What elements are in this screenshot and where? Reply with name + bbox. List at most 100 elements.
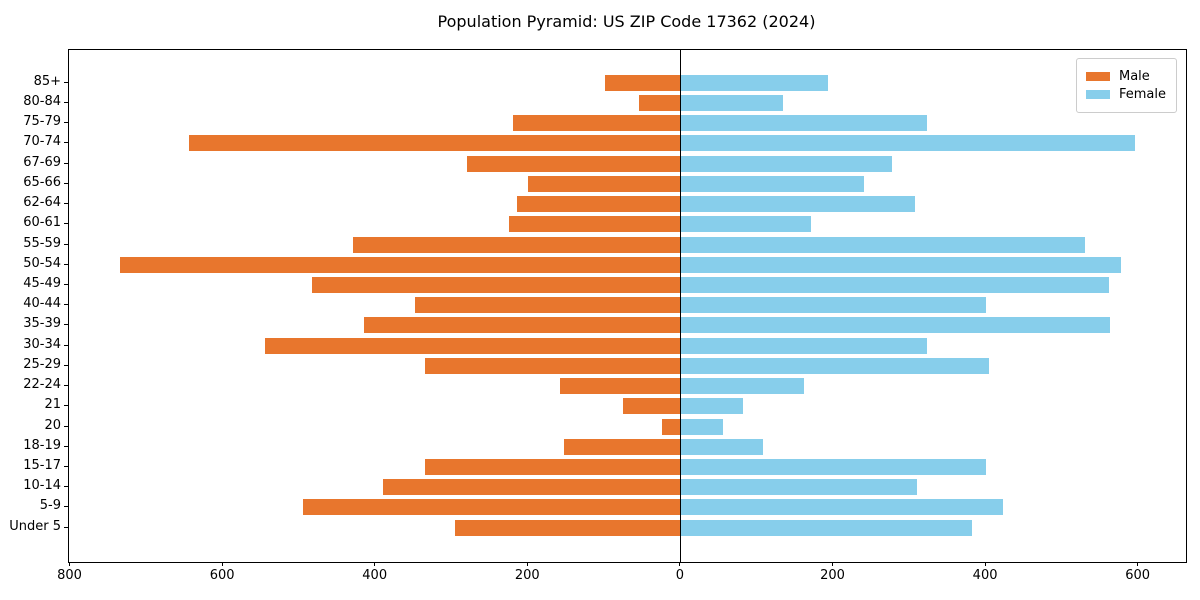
bar-female-65-66 <box>680 175 865 192</box>
y-tick-label-10-14: 10-14 <box>23 478 61 494</box>
bar-male-62-64 <box>516 196 681 213</box>
x-tick-600-1 <box>221 562 223 566</box>
bar-female-62-64 <box>680 196 916 213</box>
legend-label-male: Male <box>1118 69 1150 84</box>
y-tick-70-74 <box>64 142 68 144</box>
x-tick-label-200-5: 200 <box>820 568 845 583</box>
y-tick-label-70-74: 70-74 <box>23 134 61 150</box>
bar-female-55-59 <box>680 236 1086 253</box>
y-tick-label-15-17: 15-17 <box>23 457 61 473</box>
bar-female-35-39 <box>680 317 1111 334</box>
bar-male-15-17 <box>424 458 681 475</box>
y-tick-label-21: 21 <box>44 397 61 413</box>
y-tick-label-Under 5: Under 5 <box>9 518 61 534</box>
bar-female-22-24 <box>680 378 804 395</box>
y-tick-75-79 <box>64 122 68 124</box>
bar-male-45-49 <box>312 276 681 293</box>
y-tick-label-50-54: 50-54 <box>23 255 61 271</box>
x-tick-400-2 <box>374 562 376 566</box>
bar-male-85+ <box>604 74 681 91</box>
bar-male-65-66 <box>528 175 681 192</box>
y-tick-label-22-24: 22-24 <box>23 377 61 393</box>
y-tick-label-65-66: 65-66 <box>23 174 61 190</box>
bar-female-67-69 <box>680 155 893 172</box>
bar-male-30-34 <box>265 337 681 354</box>
x-tick-label-400-6: 400 <box>972 568 998 583</box>
bar-female-45-49 <box>680 276 1109 293</box>
y-tick-65-66 <box>64 182 68 184</box>
bar-male-20 <box>661 418 681 435</box>
bar-male-10-14 <box>383 479 681 496</box>
female-color-swatch <box>1085 90 1110 99</box>
legend-item-female: Female <box>1085 87 1166 102</box>
bar-female-60-61 <box>680 216 811 233</box>
bar-female-75-79 <box>680 115 927 132</box>
y-tick-label-35-39: 35-39 <box>23 316 61 332</box>
y-tick-label-18-19: 18-19 <box>23 437 61 453</box>
y-tick-22-24 <box>64 385 68 387</box>
x-tick-label-600-7: 600 <box>1125 568 1151 583</box>
bar-male-5-9 <box>303 499 681 516</box>
y-tick-67-69 <box>64 162 68 164</box>
bar-male-80-84 <box>638 94 681 111</box>
bar-male-67-69 <box>467 155 681 172</box>
x-tick-0-4 <box>679 562 681 566</box>
y-tick-15-17 <box>64 465 68 467</box>
y-tick-label-85+: 85+ <box>33 73 61 89</box>
y-tick-18-19 <box>64 445 68 447</box>
x-tick-label-800-0: 800 <box>57 568 82 583</box>
y-tick-label-5-9: 5-9 <box>39 498 61 514</box>
y-tick-label-80-84: 80-84 <box>23 93 61 109</box>
y-tick-40-44 <box>64 304 68 306</box>
bar-female-85+ <box>680 74 829 91</box>
y-tick-10-14 <box>64 486 68 488</box>
y-tick-Under 5 <box>64 526 68 528</box>
x-tick-600-7 <box>1137 562 1139 566</box>
bar-female-80-84 <box>680 94 784 111</box>
y-tick-label-25-29: 25-29 <box>23 356 61 372</box>
x-tick-200-3 <box>526 562 528 566</box>
bar-male-40-44 <box>415 297 681 314</box>
y-tick-label-67-69: 67-69 <box>23 154 61 170</box>
x-tick-400-6 <box>984 562 986 566</box>
x-tick-label-200-3: 200 <box>514 568 540 583</box>
y-tick-55-59 <box>64 243 68 245</box>
y-tick-21 <box>64 405 68 407</box>
x-tick-label-400-2: 400 <box>362 568 388 583</box>
y-tick-label-45-49: 45-49 <box>23 275 61 291</box>
y-tick-25-29 <box>64 364 68 366</box>
bar-female-Under 5 <box>680 519 973 536</box>
bar-male-50-54 <box>120 256 681 273</box>
plot-area: Male Female <box>68 49 1187 563</box>
x-tick-label-600-1: 600 <box>209 568 235 583</box>
bar-female-30-34 <box>680 337 928 354</box>
bar-female-10-14 <box>680 479 918 496</box>
legend: Male Female <box>1075 58 1177 113</box>
bar-female-50-54 <box>680 256 1122 273</box>
bar-female-20 <box>680 418 723 435</box>
y-tick-label-20: 20 <box>44 417 61 433</box>
x-tick-800-0 <box>69 562 71 566</box>
bar-female-5-9 <box>680 499 1003 516</box>
y-tick-85+ <box>64 81 68 83</box>
bar-male-25-29 <box>425 357 681 374</box>
bar-female-15-17 <box>680 458 987 475</box>
y-tick-label-75-79: 75-79 <box>23 114 61 130</box>
bar-male-35-39 <box>364 317 681 334</box>
y-tick-label-55-59: 55-59 <box>23 235 61 251</box>
bar-male-70-74 <box>188 135 681 152</box>
legend-item-male: Male <box>1085 69 1166 84</box>
bar-male-21 <box>622 398 681 415</box>
bar-male-22-24 <box>560 378 681 395</box>
y-tick-50-54 <box>64 263 68 265</box>
zero-axis-line <box>680 50 682 562</box>
y-tick-label-40-44: 40-44 <box>23 296 61 312</box>
bar-female-18-19 <box>680 438 764 455</box>
bar-male-55-59 <box>352 236 681 253</box>
bar-male-18-19 <box>564 438 681 455</box>
y-tick-45-49 <box>64 283 68 285</box>
y-tick-62-64 <box>64 203 68 205</box>
y-tick-5-9 <box>64 506 68 508</box>
y-tick-label-60-61: 60-61 <box>23 215 61 231</box>
male-color-swatch <box>1085 72 1110 81</box>
